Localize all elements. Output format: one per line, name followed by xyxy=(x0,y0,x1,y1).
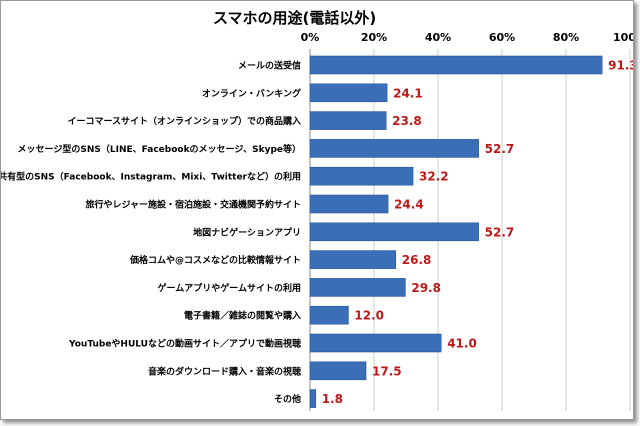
data-label: 52.7 xyxy=(485,225,515,239)
data-label: 41.0 xyxy=(447,337,477,351)
bar xyxy=(309,222,479,242)
category-label: 音楽のダウンロード購入・音楽の視聴 xyxy=(148,365,301,377)
category-label: 電子書籍／雑誌の閲覧や購入 xyxy=(184,310,301,322)
category-label: オンライン・バンキング xyxy=(202,87,301,99)
bar xyxy=(309,139,479,158)
x-axis-ticks: 0% 20% 40% 60% 80% 100% xyxy=(301,31,633,44)
data-label: 12.0 xyxy=(354,309,384,323)
category-label: 価格コムや@コスメなどの比較情報サイト xyxy=(129,254,301,266)
data-label: 52.7 xyxy=(485,142,515,156)
category-label: イーコマースサイト（オンラインショップ）での商品購入 xyxy=(67,115,301,127)
data-label: 24.1 xyxy=(393,86,423,100)
x-tick-label: 80% xyxy=(553,31,579,44)
category-labels: メールの送受信オンライン・バンキングイーコマースサイト（オンラインショップ）での… xyxy=(1,60,301,406)
chart-frame: スマホの用途(電話以外) 0% 20% 40% 60% 80% 100% メールの送受信オ… xyxy=(0,0,634,420)
bar xyxy=(309,194,389,214)
data-label: 17.5 xyxy=(372,364,402,378)
category-label: メッセージ型のSNS（LINE、Facebookのメッセージ、Skype等） xyxy=(18,143,301,155)
data-label: 24.4 xyxy=(394,198,424,212)
bar xyxy=(309,361,367,381)
x-tick-label: 0% xyxy=(301,31,320,44)
bar-chart: スマホの用途(電話以外) 0% 20% 40% 60% 80% 100% メールの送受信オ… xyxy=(1,9,633,411)
value-labels: 91.3 24.1 23.8 52.7 32.2 24.4 52.7 26.8 29.8 12.0… xyxy=(322,59,633,407)
chart-title: スマホの用途(電話以外) xyxy=(213,9,376,27)
data-label: 1.8 xyxy=(322,392,343,406)
data-label: 91.3 xyxy=(608,59,633,73)
category-label: 報共有型のSNS（Facebook、Instagram、Mixi、Twitter… xyxy=(1,171,301,183)
x-tick-label: 100% xyxy=(613,31,633,44)
data-label: 32.2 xyxy=(419,170,449,184)
bar xyxy=(309,111,387,130)
bar xyxy=(309,166,414,186)
x-tick-label: 60% xyxy=(489,31,515,44)
bar xyxy=(309,83,388,103)
bar xyxy=(309,333,442,353)
x-tick-label: 40% xyxy=(425,31,451,44)
data-label: 26.8 xyxy=(402,253,432,267)
bar xyxy=(309,55,603,75)
x-tick-label: 20% xyxy=(361,31,387,44)
category-label: YouTubeやHULUなどの動画サイト／アプリで動画視聴 xyxy=(68,338,301,350)
bar xyxy=(309,250,397,269)
data-label: 23.8 xyxy=(392,114,422,128)
category-label: メールの送受信 xyxy=(238,60,301,72)
category-label: ゲームアプリやゲームサイトの利用 xyxy=(158,282,301,294)
bars xyxy=(309,55,603,408)
bar xyxy=(309,389,317,408)
category-label: 旅行やレジャー施設・宿泊施設・交通機関予約サイト xyxy=(85,199,301,211)
category-label: 地図ナビゲーションアプリ xyxy=(193,226,301,238)
bar xyxy=(309,278,406,297)
category-label: その他 xyxy=(274,393,301,405)
bar xyxy=(309,305,349,325)
data-label: 29.8 xyxy=(411,281,441,295)
